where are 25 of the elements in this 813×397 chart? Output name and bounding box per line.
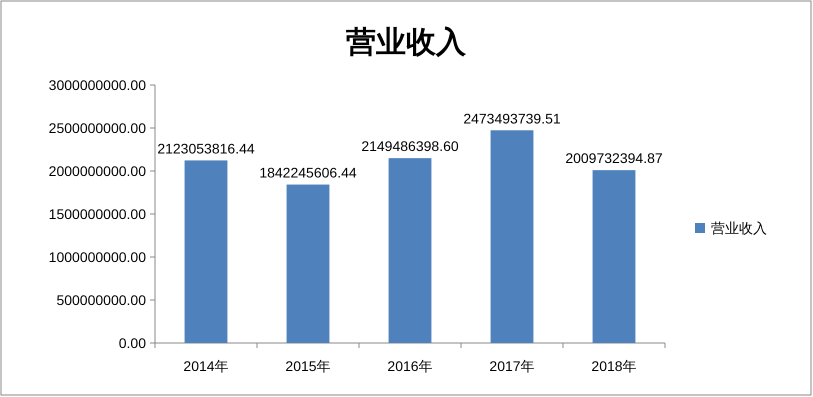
- data-label: 2473493739.51: [463, 110, 561, 126]
- y-tick-label: 0.00: [118, 335, 146, 351]
- bar: [286, 184, 330, 343]
- x-tick-label: 2015年: [285, 358, 331, 374]
- x-tick-label: 2017年: [489, 358, 535, 374]
- legend: 营业收入: [695, 220, 767, 236]
- x-tick-label: 2018年: [591, 358, 637, 374]
- y-tick-label: 2000000000.00: [48, 163, 146, 179]
- y-tick-label: 500000000.00: [56, 292, 146, 308]
- data-label: 2123053816.44: [157, 140, 255, 156]
- bar: [592, 170, 636, 343]
- bar: [388, 158, 432, 343]
- data-label: 2149486398.60: [361, 138, 459, 154]
- data-label: 2009732394.87: [565, 150, 663, 166]
- title: 营业收入: [346, 26, 466, 59]
- legend-label: 营业收入: [711, 220, 767, 236]
- x-tick-label: 2014年: [183, 358, 229, 374]
- bar: [490, 130, 534, 343]
- y-tick-label: 1000000000.00: [48, 249, 146, 265]
- y-tick-label: 1500000000.00: [48, 206, 146, 222]
- data-label: 1842245606.44: [259, 164, 357, 181]
- y-tick-label: 2500000000.00: [48, 120, 146, 136]
- y-tick-label: 3000000000.00: [48, 77, 146, 93]
- bar: [184, 160, 228, 343]
- x-tick-label: 2016年: [387, 358, 433, 374]
